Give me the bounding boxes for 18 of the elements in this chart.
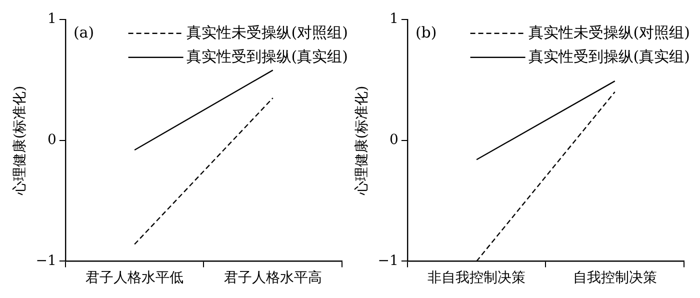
x-tick-label: 君子人格水平高 — [224, 270, 322, 286]
legend-label: 真实性未受操纵(对照组) — [528, 23, 690, 42]
y-tick-label: 0 — [48, 132, 56, 148]
chart-title: (b) — [415, 23, 437, 42]
x-tick-label: 自我控制决策 — [572, 270, 657, 286]
legend-label: 真实性受到操纵(真实组) — [186, 47, 348, 66]
chart-title: (a) — [73, 23, 94, 42]
legend-label: 真实性受到操纵(真实组) — [528, 47, 690, 66]
x-tick-label: 非自我控制决策 — [428, 270, 526, 286]
y-tick-label: 0 — [390, 132, 398, 148]
x-tick-label: 君子人格水平低 — [86, 270, 184, 286]
y-tick-label: 1 — [390, 11, 398, 28]
y-tick-label: −1 — [378, 252, 398, 269]
y-tick-label: −1 — [36, 252, 56, 269]
y-tick-label: 1 — [48, 11, 56, 28]
y-axis-title: 心理健康(标准化) — [12, 86, 28, 196]
legend-label: 真实性未受操纵(对照组) — [186, 23, 348, 42]
y-axis-title: 心理健康(标准化) — [354, 86, 370, 196]
